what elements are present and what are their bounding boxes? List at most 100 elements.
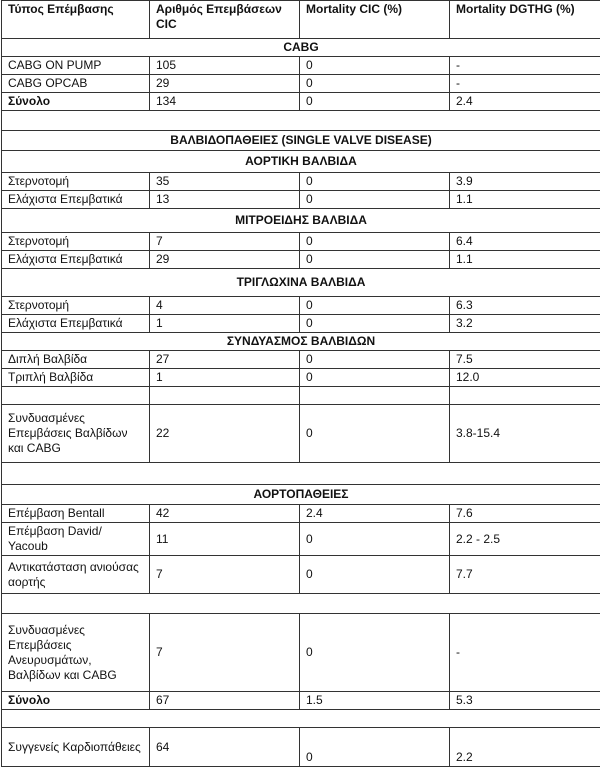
mortality-cic-cell: 2.4 xyxy=(300,505,450,523)
spacer-row xyxy=(2,710,600,728)
section-title: ΑΟΡΤΟΠΑΘΕΙΕΣ xyxy=(2,485,600,505)
empty-cell xyxy=(150,387,300,405)
mortality-cic-cell: 1.5 xyxy=(300,692,450,710)
mortality-cic-cell: 0 xyxy=(300,405,450,463)
mortality-dgthg-cell: - xyxy=(450,614,600,692)
empty-cell xyxy=(2,710,600,728)
type-cell: Ελάχιστα Επεμβατικά xyxy=(2,315,150,333)
type-cell: Σύνολο xyxy=(2,93,150,111)
section-header-row: CABG xyxy=(2,39,600,57)
mortality-cic-cell: 0 xyxy=(300,614,450,692)
mortality-dgthg-cell: 6.4 xyxy=(450,233,600,251)
header-mortality-dgthg: Mortality DGTHG (%) xyxy=(450,1,600,39)
mortality-cic-cell: 0 xyxy=(300,233,450,251)
count-cell: 105 xyxy=(150,57,300,75)
mortality-cic-cell: 0 xyxy=(300,173,450,191)
mortality-dgthg-cell: - xyxy=(450,75,600,93)
type-cell: Συνδυασμένες Επεμβάσεις Βαλβίδων και CAB… xyxy=(2,405,150,463)
count-cell: 29 xyxy=(150,251,300,269)
count-cell: 27 xyxy=(150,351,300,369)
mortality-dgthg-cell: 2.2 - 2.5 xyxy=(450,523,600,556)
type-cell: Διπλή Βαλβίδα xyxy=(2,351,150,369)
count-cell: 7 xyxy=(150,614,300,692)
mortality-dgthg-cell: - xyxy=(450,57,600,75)
count-cell: 11 xyxy=(150,523,300,556)
mortality-cic-cell: 0 xyxy=(300,351,450,369)
count-cell: 134 xyxy=(150,93,300,111)
mortality-cic-cell: 0 xyxy=(300,191,450,209)
type-cell: Αντικατάσταση ανιούσας αορτής xyxy=(2,556,150,594)
count-cell: 35 xyxy=(150,173,300,191)
count-cell: 64 xyxy=(150,728,300,767)
mortality-dgthg-cell: 3.8-15.4 xyxy=(450,405,600,463)
type-cell: CABG OPCAB xyxy=(2,75,150,93)
type-cell: CABG ON PUMP xyxy=(2,57,150,75)
spacer-row xyxy=(2,594,600,614)
header-type: Τύπος Επέμβασης xyxy=(2,1,150,39)
mortality-cic-cell: 0 xyxy=(300,297,450,315)
type-cell: Συγγενείς Καρδιοπάθειες xyxy=(2,728,150,767)
type-cell: Σύνολο xyxy=(2,692,150,710)
mortality-cic-cell: 0 xyxy=(300,57,450,75)
count-cell: 67 xyxy=(150,692,300,710)
mortality-cic-cell: 0 xyxy=(300,315,450,333)
empty-cell xyxy=(2,387,150,405)
section-header-row: ΑΟΡΤΙΚΗ ΒΑΛΒΙΔΑ xyxy=(2,151,600,173)
mortality-cic-cell: 0 xyxy=(300,523,450,556)
mortality-dgthg-cell: 2.2 xyxy=(450,728,600,767)
count-cell: 22 xyxy=(150,405,300,463)
empty-cell xyxy=(2,111,600,131)
mortality-cic-cell: 0 xyxy=(300,251,450,269)
mortality-dgthg-cell: 6.3 xyxy=(450,297,600,315)
table-row: Συνδυασμένες Επεμβάσεις Ανευρυσμάτων, Βα… xyxy=(2,614,600,692)
mortality-dgthg-cell: 3.9 xyxy=(450,173,600,191)
count-cell: 13 xyxy=(150,191,300,209)
type-cell: Συνδυασμένες Επεμβάσεις Ανευρυσμάτων, Βα… xyxy=(2,614,150,692)
mortality-dgthg-cell: 1.1 xyxy=(450,251,600,269)
mortality-dgthg-cell: 7.7 xyxy=(450,556,600,594)
count-cell: 1 xyxy=(150,369,300,387)
section-title: ΤΡΙΓΛΩΧΙΝΑ ΒΑΛΒΙΔΑ xyxy=(2,269,600,297)
type-cell: Τριπλή Βαλβίδα xyxy=(2,369,150,387)
count-cell: 42 xyxy=(150,505,300,523)
type-cell: Επέμβαση Bentall xyxy=(2,505,150,523)
spacer-row xyxy=(2,111,600,131)
count-cell: 7 xyxy=(150,556,300,594)
type-cell: Στερνοτομή xyxy=(2,233,150,251)
type-cell: Στερνοτομή xyxy=(2,173,150,191)
empty-cell xyxy=(2,594,600,614)
type-cell: Ελάχιστα Επεμβατικά xyxy=(2,191,150,209)
empty-cell xyxy=(2,463,600,485)
type-cell: Ελάχιστα Επεμβατικά xyxy=(2,251,150,269)
count-cell: 1 xyxy=(150,315,300,333)
mortality-cic-cell: 0 xyxy=(300,93,450,111)
empty-cell xyxy=(450,387,600,405)
mortality-dgthg-cell: 5.3 xyxy=(450,692,600,710)
mortality-dgthg-cell: 7.5 xyxy=(450,351,600,369)
section-header-row: ΣΥΝΔΥΑΣΜΟΣ ΒΑΛΒΙΔΩΝ xyxy=(2,333,600,351)
header-row: Τύπος Επέμβασης Αριθμός Επεμβάσεων CIC M… xyxy=(2,1,600,39)
count-cell: 29 xyxy=(150,75,300,93)
mortality-cic-cell: 0 xyxy=(300,556,450,594)
spacer-row xyxy=(2,463,600,485)
section-header-row: ΒΑΛΒΙΔΟΠΑΘΕΙΕΣ (SINGLE VALVE DISEASE) xyxy=(2,131,600,151)
header-count: Αριθμός Επεμβάσεων CIC xyxy=(150,1,300,39)
mortality-dgthg-cell: 2.4 xyxy=(450,93,600,111)
section-title: CABG xyxy=(2,39,600,57)
section-header-row: ΜΙΤΡΟΕΙΔΗΣ ΒΑΛΒΙΔΑ xyxy=(2,209,600,233)
type-cell: Επέμβαση David/ Yacoub xyxy=(2,523,150,556)
mortality-dgthg-cell: 12.0 xyxy=(450,369,600,387)
